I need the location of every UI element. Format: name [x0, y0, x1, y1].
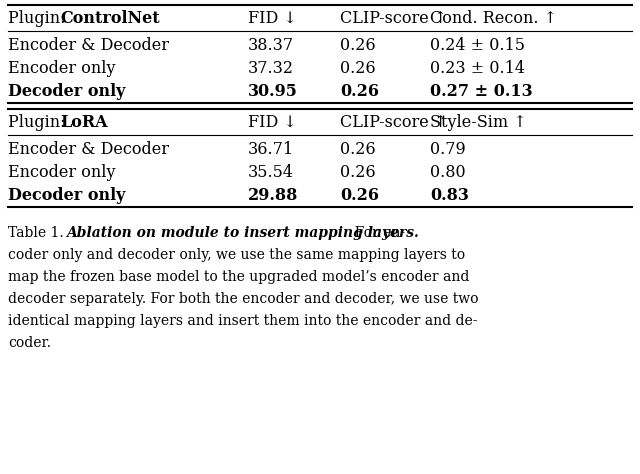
- Text: 0.26: 0.26: [340, 164, 376, 181]
- Text: 37.32: 37.32: [248, 60, 294, 76]
- Text: Plugin:: Plugin:: [8, 9, 70, 27]
- Text: decoder separately. For both the encoder and decoder, we use two: decoder separately. For both the encoder…: [8, 292, 479, 306]
- Text: 30.95: 30.95: [248, 82, 298, 100]
- Text: 0.26: 0.26: [340, 186, 379, 203]
- Text: Encoder & Decoder: Encoder & Decoder: [8, 36, 169, 54]
- Text: Ablation on module to insert mapping layers.: Ablation on module to insert mapping lay…: [66, 226, 419, 240]
- Text: 36.71: 36.71: [248, 140, 294, 157]
- Text: 0.26: 0.26: [340, 140, 376, 157]
- Text: Encoder & Decoder: Encoder & Decoder: [8, 140, 169, 157]
- Text: Encoder only: Encoder only: [8, 164, 115, 181]
- Text: Plugin:: Plugin:: [8, 113, 70, 130]
- Text: 0.26: 0.26: [340, 82, 379, 100]
- Text: FID ↓: FID ↓: [248, 9, 297, 27]
- Text: coder only and decoder only, we use the same mapping layers to: coder only and decoder only, we use the …: [8, 248, 465, 262]
- Text: Cond. Recon. ↑: Cond. Recon. ↑: [430, 9, 557, 27]
- Text: CLIP-score ↑: CLIP-score ↑: [340, 9, 447, 27]
- Text: 38.37: 38.37: [248, 36, 294, 54]
- Text: 0.80: 0.80: [430, 164, 466, 181]
- Text: For en-: For en-: [346, 226, 405, 240]
- Text: Table 1.: Table 1.: [8, 226, 72, 240]
- Text: 0.27 ± 0.13: 0.27 ± 0.13: [430, 82, 532, 100]
- Text: CLIP-score ↑: CLIP-score ↑: [340, 113, 447, 130]
- Text: 0.26: 0.26: [340, 60, 376, 76]
- Text: 0.23 ± 0.14: 0.23 ± 0.14: [430, 60, 525, 76]
- Text: LoRA: LoRA: [60, 113, 108, 130]
- Text: coder.: coder.: [8, 336, 51, 350]
- Text: ControlNet: ControlNet: [60, 9, 159, 27]
- Text: 35.54: 35.54: [248, 164, 294, 181]
- Text: 0.26: 0.26: [340, 36, 376, 54]
- Text: Style-Sim ↑: Style-Sim ↑: [430, 113, 527, 130]
- Text: 0.79: 0.79: [430, 140, 466, 157]
- Text: Decoder only: Decoder only: [8, 186, 125, 203]
- Text: map the frozen base model to the upgraded model’s encoder and: map the frozen base model to the upgrade…: [8, 270, 469, 284]
- Text: 29.88: 29.88: [248, 186, 298, 203]
- Text: 0.83: 0.83: [430, 186, 469, 203]
- Text: identical mapping layers and insert them into the encoder and de-: identical mapping layers and insert them…: [8, 314, 477, 328]
- Text: Encoder only: Encoder only: [8, 60, 115, 76]
- Text: Decoder only: Decoder only: [8, 82, 125, 100]
- Text: FID ↓: FID ↓: [248, 113, 297, 130]
- Text: 0.24 ± 0.15: 0.24 ± 0.15: [430, 36, 525, 54]
